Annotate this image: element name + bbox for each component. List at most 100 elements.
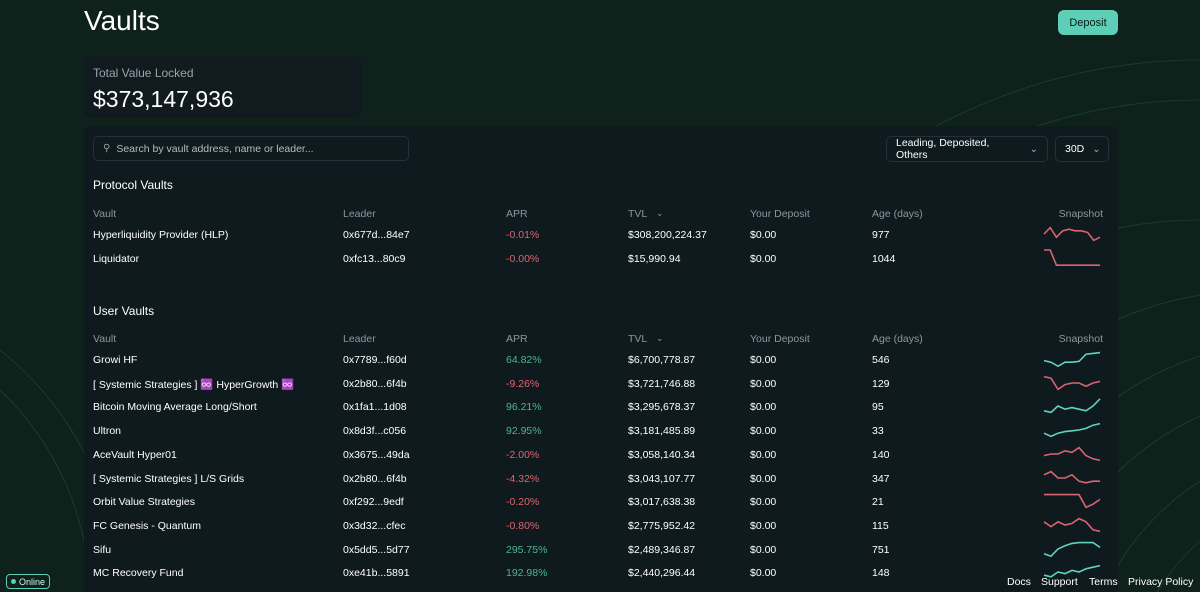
leader-address[interactable]: 0x5dd5...5d77: [343, 543, 410, 556]
table-row[interactable]: MC Recovery Fund 0xe41b...5891 192.98% $2,4…: [84, 564, 1118, 584]
vault-type-filter[interactable]: Leading, Deposited, Others ⌄: [886, 136, 1048, 162]
snapshot-sparkline: [1043, 565, 1101, 578]
footer-link-support[interactable]: Support: [1041, 576, 1078, 588]
snapshot-sparkline: [1044, 493, 1101, 509]
column-header-snapshot[interactable]: Snapshot: [1058, 208, 1103, 220]
table-row[interactable]: Ultron 0x8d3f...c056 92.95% $3,181,485.89 $0…: [84, 422, 1118, 442]
snapshot-sparkline: [1044, 248, 1100, 266]
user-vaults-title: User Vaults: [93, 304, 155, 318]
tvl-value: $3,721,746.88: [628, 377, 696, 390]
column-header-your-deposit[interactable]: Your Deposit: [750, 333, 810, 345]
column-header-age-days[interactable]: Age (days): [872, 208, 923, 220]
protocol-vaults-title: Protocol Vaults: [93, 178, 173, 192]
vault-name: [ Systemic Strategies ] ♾️ HyperGrowth ♾…: [93, 378, 295, 391]
tvl-value: $3,181,485.89: [628, 425, 696, 438]
period-filter-value: 30D: [1065, 143, 1085, 155]
leader-address[interactable]: 0x2b80...6f4b: [343, 377, 407, 390]
apr-value: -0.80%: [506, 519, 540, 532]
search-icon: ⚲: [103, 143, 111, 154]
column-header-tvl[interactable]: TVL: [628, 333, 648, 345]
table-row[interactable]: FC Genesis - Quantum 0x3d32...cfec -0.80% $…: [84, 517, 1118, 537]
leader-address[interactable]: 0x1fa1...1d08: [343, 401, 407, 414]
page-title: Vaults: [84, 5, 160, 36]
age-value: 95: [872, 401, 884, 414]
apr-value: -0.01%: [506, 229, 540, 241]
footer-link-terms[interactable]: Terms: [1089, 576, 1118, 588]
sparkline-path: [1043, 446, 1101, 461]
table-row[interactable]: [ Systemic Strategies ] ♾️ HyperGrowth ♾…: [84, 375, 1118, 395]
vault-name: Sifu: [93, 543, 112, 556]
footer-link-docs[interactable]: Docs: [1007, 576, 1031, 588]
table-row[interactable]: Hyperliquidity Provider (HLP) 0x677d...84…: [84, 226, 1118, 246]
column-header-tvl[interactable]: TVL: [628, 208, 648, 220]
your-deposit-value: $0.00: [750, 354, 777, 366]
leader-address[interactable]: 0x8d3f...c056: [343, 425, 407, 438]
status-text: Online: [19, 576, 46, 587]
your-deposit-value: $0.00: [750, 229, 777, 241]
table-row[interactable]: Liquidator 0xfc13...80c9 -0.00% $15,990.94 $…: [84, 248, 1118, 270]
vault-name: Growi HF: [93, 354, 138, 366]
tvl-value: $3,058,140.34: [628, 448, 696, 461]
column-header-vault[interactable]: Vault: [93, 333, 117, 345]
period-filter[interactable]: 30D ⌄: [1055, 136, 1109, 162]
age-value: 21: [872, 496, 884, 509]
age-value: 751: [872, 543, 890, 556]
table-row[interactable]: Bitcoin Moving Average Long/Short 0x1fa1.…: [84, 398, 1118, 418]
leader-address[interactable]: 0xe41b...5891: [343, 567, 410, 580]
sort-chevron-icon[interactable]: ⌄: [656, 208, 664, 218]
vaults-panel: ⚲ Leading, Deposited, Others ⌄ 30D ⌄ Pro…: [84, 126, 1118, 592]
column-header-age-days[interactable]: Age (days): [872, 333, 923, 345]
column-header-apr[interactable]: APR: [506, 208, 528, 220]
table-header: Vault Leader APR TVL ⌄ Your Deposit Age (days)…: [84, 205, 1118, 225]
search-box[interactable]: ⚲: [93, 136, 409, 161]
tvl-value: $3,043,107.77: [628, 472, 696, 485]
apr-value: 64.82%: [506, 354, 542, 366]
sort-chevron-icon[interactable]: ⌄: [656, 333, 664, 343]
table-row[interactable]: Growi HF 0x7789...f60d 64.82% $6,700,778.87…: [84, 351, 1118, 371]
apr-value: 192.98%: [506, 567, 548, 580]
column-header-leader[interactable]: Leader: [343, 333, 376, 345]
table-row[interactable]: AceVault Hyper01 0x3675...49da -2.00% $3,05…: [84, 446, 1118, 466]
status-dot-icon: [11, 579, 16, 584]
footer-link-privacy-policy[interactable]: Privacy Policy: [1128, 576, 1194, 588]
tvl-value: $2,775,952.42: [628, 519, 696, 532]
deposit-button[interactable]: Deposit: [1058, 10, 1118, 35]
column-header-your-deposit[interactable]: Your Deposit: [750, 208, 810, 220]
snapshot-sparkline: [1043, 398, 1101, 414]
table-row[interactable]: Orbit Value Strategies 0xf292...9edf -0.20…: [84, 493, 1118, 513]
tvl-label: Total Value Locked: [93, 66, 194, 80]
vault-name: Orbit Value Strategies: [93, 496, 195, 509]
vault-name: Hyperliquidity Provider (HLP): [93, 229, 229, 241]
leader-address[interactable]: 0x3675...49da: [343, 448, 410, 461]
your-deposit-value: $0.00: [750, 567, 777, 580]
leader-address[interactable]: 0x7789...f60d: [343, 354, 407, 366]
table-row[interactable]: [ Systemic Strategies ] L/S Grids 0x2b80.…: [84, 470, 1118, 490]
snapshot-sparkline: [1043, 375, 1101, 391]
search-input[interactable]: [116, 142, 397, 155]
table-row[interactable]: Sifu 0x5dd5...5d77 295.75% $2,489,346.87 $0.…: [84, 541, 1118, 561]
column-header-vault[interactable]: Vault: [93, 208, 117, 220]
sparkline-path: [1044, 248, 1100, 266]
tvl-value: $15,990.94: [628, 252, 681, 265]
chevron-down-icon: ⌄: [1092, 143, 1101, 155]
sparkline-path: [1043, 517, 1101, 533]
column-header-apr[interactable]: APR: [506, 333, 528, 345]
snapshot-sparkline: [1043, 541, 1101, 557]
age-value: 977: [872, 229, 890, 241]
vault-type-filter-value: Leading, Deposited, Others: [896, 137, 990, 161]
apr-value: 295.75%: [506, 543, 548, 556]
tvl-value: $3,017,638.38: [628, 496, 696, 509]
leader-address[interactable]: 0x3d32...cfec: [343, 519, 406, 532]
leader-address[interactable]: 0xf292...9edf: [343, 496, 404, 509]
column-header-snapshot[interactable]: Snapshot: [1058, 333, 1103, 345]
your-deposit-value: $0.00: [750, 448, 777, 461]
leader-address[interactable]: 0x2b80...6f4b: [343, 472, 407, 485]
sparkline-path: [1043, 470, 1100, 484]
snapshot-sparkline: [1043, 470, 1100, 484]
leader-address[interactable]: 0x677d...84e7: [343, 229, 410, 241]
your-deposit-value: $0.00: [750, 519, 777, 532]
column-header-leader[interactable]: Leader: [343, 208, 376, 220]
sparkline-path: [1043, 541, 1101, 557]
age-value: 115: [872, 519, 889, 532]
leader-address[interactable]: 0xfc13...80c9: [343, 252, 406, 265]
